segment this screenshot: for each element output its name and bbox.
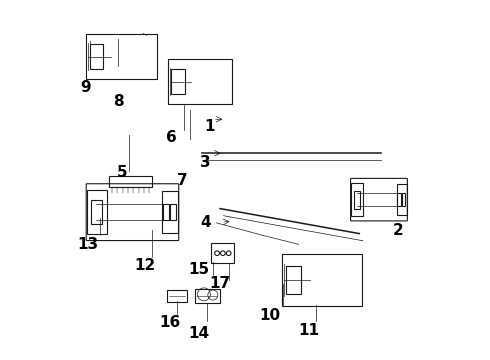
Text: 11: 11 (299, 323, 320, 338)
Bar (162, 192, 178, 233)
Bar (172, 69, 185, 94)
Bar (397, 184, 407, 215)
Text: 3: 3 (200, 155, 211, 170)
Text: 10: 10 (259, 308, 281, 323)
Bar (87, 190, 107, 234)
Text: 6: 6 (167, 130, 177, 145)
Bar (211, 243, 234, 263)
Text: 7: 7 (177, 172, 188, 188)
Bar (90, 45, 103, 69)
Bar (168, 59, 232, 104)
Text: 5: 5 (117, 165, 127, 180)
Bar (282, 254, 362, 306)
Text: 15: 15 (188, 262, 209, 277)
Bar (163, 204, 169, 220)
Text: 1: 1 (204, 119, 215, 134)
Text: 4: 4 (200, 215, 211, 230)
Bar (402, 193, 405, 206)
Text: 16: 16 (159, 315, 181, 330)
Bar (86, 35, 157, 79)
Bar (195, 289, 220, 303)
Text: 12: 12 (134, 258, 156, 273)
Text: 8: 8 (113, 94, 123, 109)
Bar (354, 190, 361, 209)
Text: 2: 2 (393, 222, 404, 238)
Bar (397, 193, 401, 206)
Bar (286, 266, 301, 294)
Bar (351, 183, 364, 216)
Text: 13: 13 (77, 237, 98, 252)
Text: 14: 14 (188, 326, 209, 341)
Bar (109, 176, 152, 187)
Text: 17: 17 (209, 276, 231, 291)
Text: 9: 9 (81, 80, 91, 95)
Bar (170, 204, 176, 220)
Bar (91, 200, 102, 224)
Bar (167, 290, 187, 302)
